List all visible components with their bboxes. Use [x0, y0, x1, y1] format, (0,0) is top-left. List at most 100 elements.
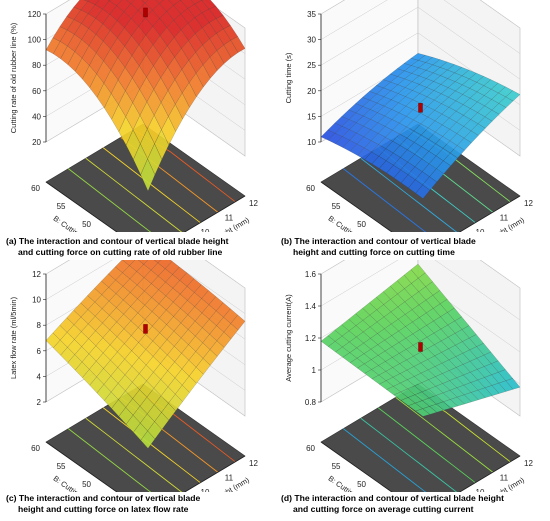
b-tick-label: 60	[31, 444, 40, 453]
a-tick-label: 12	[524, 199, 533, 208]
contour-line	[360, 417, 458, 492]
z-tick-label: 35	[307, 10, 316, 19]
z-tick-label: 10	[32, 296, 41, 305]
z-tick-label: 1.6	[305, 270, 317, 279]
z-tick-label: 8	[37, 321, 42, 330]
z-tick-label: 25	[307, 61, 316, 70]
z-tick-label: 4	[37, 372, 42, 381]
caption-b-line2: height and cutting force on cutting time	[293, 246, 455, 257]
surface-patch	[417, 55, 433, 63]
z-tick-label: 40	[32, 112, 41, 121]
a-tick-label: 11	[225, 474, 234, 483]
surface-patch	[107, 0, 111, 1]
b-tick-label: 50	[82, 480, 91, 489]
z-tick-label: 1.4	[305, 302, 317, 311]
surface-patch	[461, 69, 477, 80]
z-tick-label: 1.2	[305, 334, 317, 343]
contour-line	[377, 407, 476, 484]
z-axis-label: Cutting rate of old rubber line (%)	[9, 22, 18, 133]
surface-patch	[505, 90, 521, 102]
design-points	[143, 7, 148, 18]
a-axis	[184, 455, 246, 492]
surface-patch	[498, 86, 514, 98]
caption-c-line2: height and cutting force on latex flow r…	[18, 503, 189, 514]
b-tick-label: 50	[357, 480, 366, 489]
wall-gridline	[320, 0, 521, 54]
contour-line	[68, 428, 152, 492]
design-points	[418, 103, 423, 113]
surface-patch	[432, 290, 448, 305]
contour-line	[102, 147, 201, 224]
b-axis	[320, 441, 393, 492]
a-tick-label: 10	[476, 488, 485, 492]
b-axis	[320, 181, 393, 232]
surface-patch	[194, 284, 209, 299]
design-points	[143, 324, 148, 334]
contour-line	[85, 417, 183, 492]
surface-patch	[447, 64, 463, 73]
surface-patch	[164, 261, 180, 275]
surface-patch	[115, 260, 130, 274]
a-axis	[184, 195, 246, 232]
wall-gridline	[45, 260, 246, 289]
b-tick-label: 55	[57, 202, 66, 211]
z-axis-label: Cutting time (s)	[284, 52, 293, 103]
surface	[45, 0, 246, 192]
caption-a: (a) The interaction and contour of verti…	[4, 236, 271, 257]
a-axis	[459, 195, 521, 232]
z-tick-label: 12	[32, 270, 41, 279]
contour-line	[343, 428, 427, 492]
a-axis	[459, 455, 521, 492]
b-tick-label: 60	[306, 184, 315, 193]
wall-gridline	[45, 260, 246, 314]
contour-line	[85, 157, 183, 232]
z-tick-label: 60	[32, 87, 41, 96]
b-tick-label: 60	[31, 184, 40, 193]
caption-d: (d) The interaction and contour of verti…	[279, 493, 546, 514]
b-tick-label: 55	[332, 202, 341, 211]
wall-gridline	[320, 260, 521, 321]
surface-patch	[505, 378, 521, 390]
b-tick-label: 60	[306, 444, 315, 453]
z-tick-label: 10	[307, 138, 316, 147]
surface-patch	[454, 316, 470, 330]
panel-a: 20 40 60 80 100 120 Cutting rate of old rubber…	[0, 0, 275, 260]
a-tick-label: 12	[524, 459, 533, 468]
chart-a: 20 40 60 80 100 120 Cutting rate of old rubber…	[9, 0, 258, 232]
z-tick-label: 0.8	[305, 398, 317, 407]
surface-patch	[125, 0, 135, 4]
wall-gridline	[320, 260, 521, 289]
z-tick-label: 15	[307, 112, 316, 121]
caption-b: (b) The interaction and contour of verti…	[279, 236, 546, 257]
surface-patch	[483, 351, 499, 364]
surface-patch	[130, 0, 146, 11]
surface-patch	[83, 0, 90, 2]
design-points	[418, 342, 423, 352]
a-tick-label: 11	[500, 214, 509, 223]
surface	[320, 263, 521, 417]
surface-patch	[230, 314, 246, 331]
z-axis-label: Latex flow rate (ml/5min)	[9, 296, 18, 379]
surface-patch	[230, 36, 246, 53]
caption-a-line2: and cutting force on cutting rate of old…	[18, 246, 223, 257]
z-tick-label: 1	[312, 366, 317, 375]
surface-patch	[498, 369, 514, 381]
surface-patch	[116, 0, 132, 12]
a-tick-label: 10	[201, 488, 210, 492]
surface-patch	[109, 0, 123, 6]
wall-gridline	[320, 0, 521, 29]
z-tick-label: 30	[307, 36, 316, 45]
a-tick-label: 11	[225, 214, 234, 223]
caption-d-line1: (d) The interaction and contour of verti…	[281, 493, 504, 503]
contour-line	[343, 168, 427, 232]
surface-patch	[447, 307, 462, 322]
surface-patch	[223, 25, 238, 41]
z-tick-label: 120	[28, 10, 42, 19]
z-axis-label: Average cutting current(A)	[284, 294, 293, 382]
